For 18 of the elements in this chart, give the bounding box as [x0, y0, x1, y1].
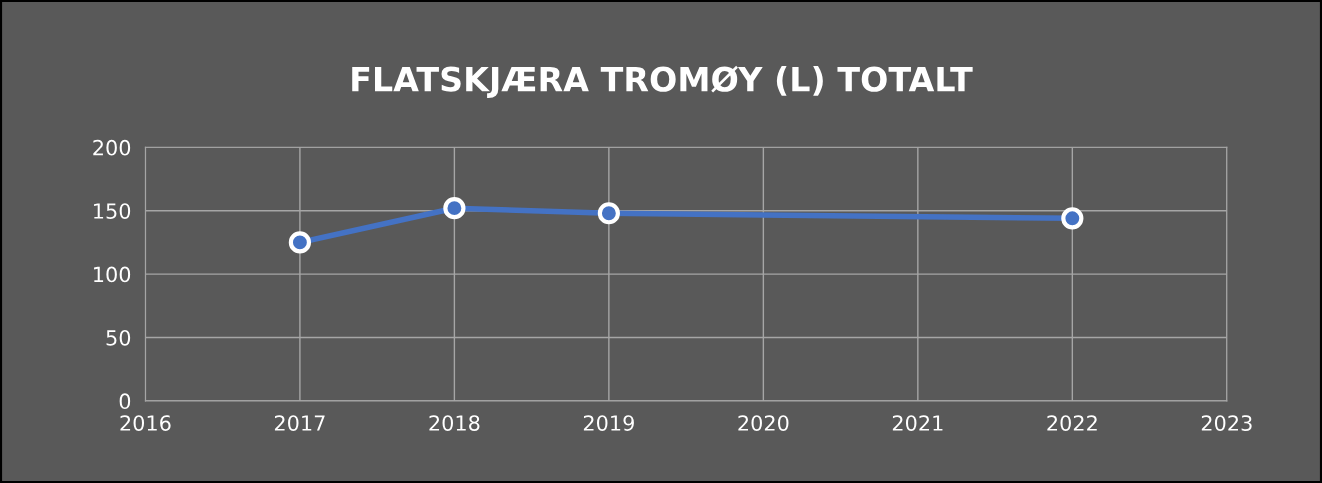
- point: [1061, 207, 1084, 230]
- y-tick-label: 100: [94, 266, 131, 283]
- y-tick-label: 150: [94, 203, 131, 219]
- point: [288, 231, 312, 254]
- point: [597, 202, 620, 225]
- x-tick-label: 2017: [274, 415, 325, 431]
- y-tick-label: 0: [119, 393, 131, 410]
- x-tick-label: 2022: [1047, 415, 1097, 431]
- y-tick-label: 200: [93, 139, 131, 156]
- x-tick-label: 2020: [738, 415, 789, 431]
- y-tick-label: 50: [106, 329, 131, 346]
- x-tick-label: 2016: [120, 415, 171, 431]
- x-tick-label: 2019: [583, 415, 634, 431]
- chart-title: FLATSKJÆRA TROMØY (L) TOTALT: [352, 65, 973, 98]
- x-tick-label: 2023: [1201, 415, 1252, 431]
- point: [443, 197, 466, 220]
- x-tick-label: 2021: [892, 415, 943, 431]
- x-tick-label: 2018: [429, 415, 480, 431]
